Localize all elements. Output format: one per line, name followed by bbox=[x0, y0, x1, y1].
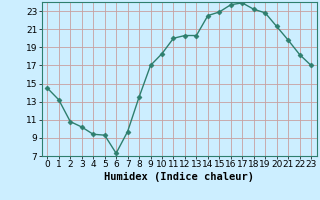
X-axis label: Humidex (Indice chaleur): Humidex (Indice chaleur) bbox=[104, 172, 254, 182]
